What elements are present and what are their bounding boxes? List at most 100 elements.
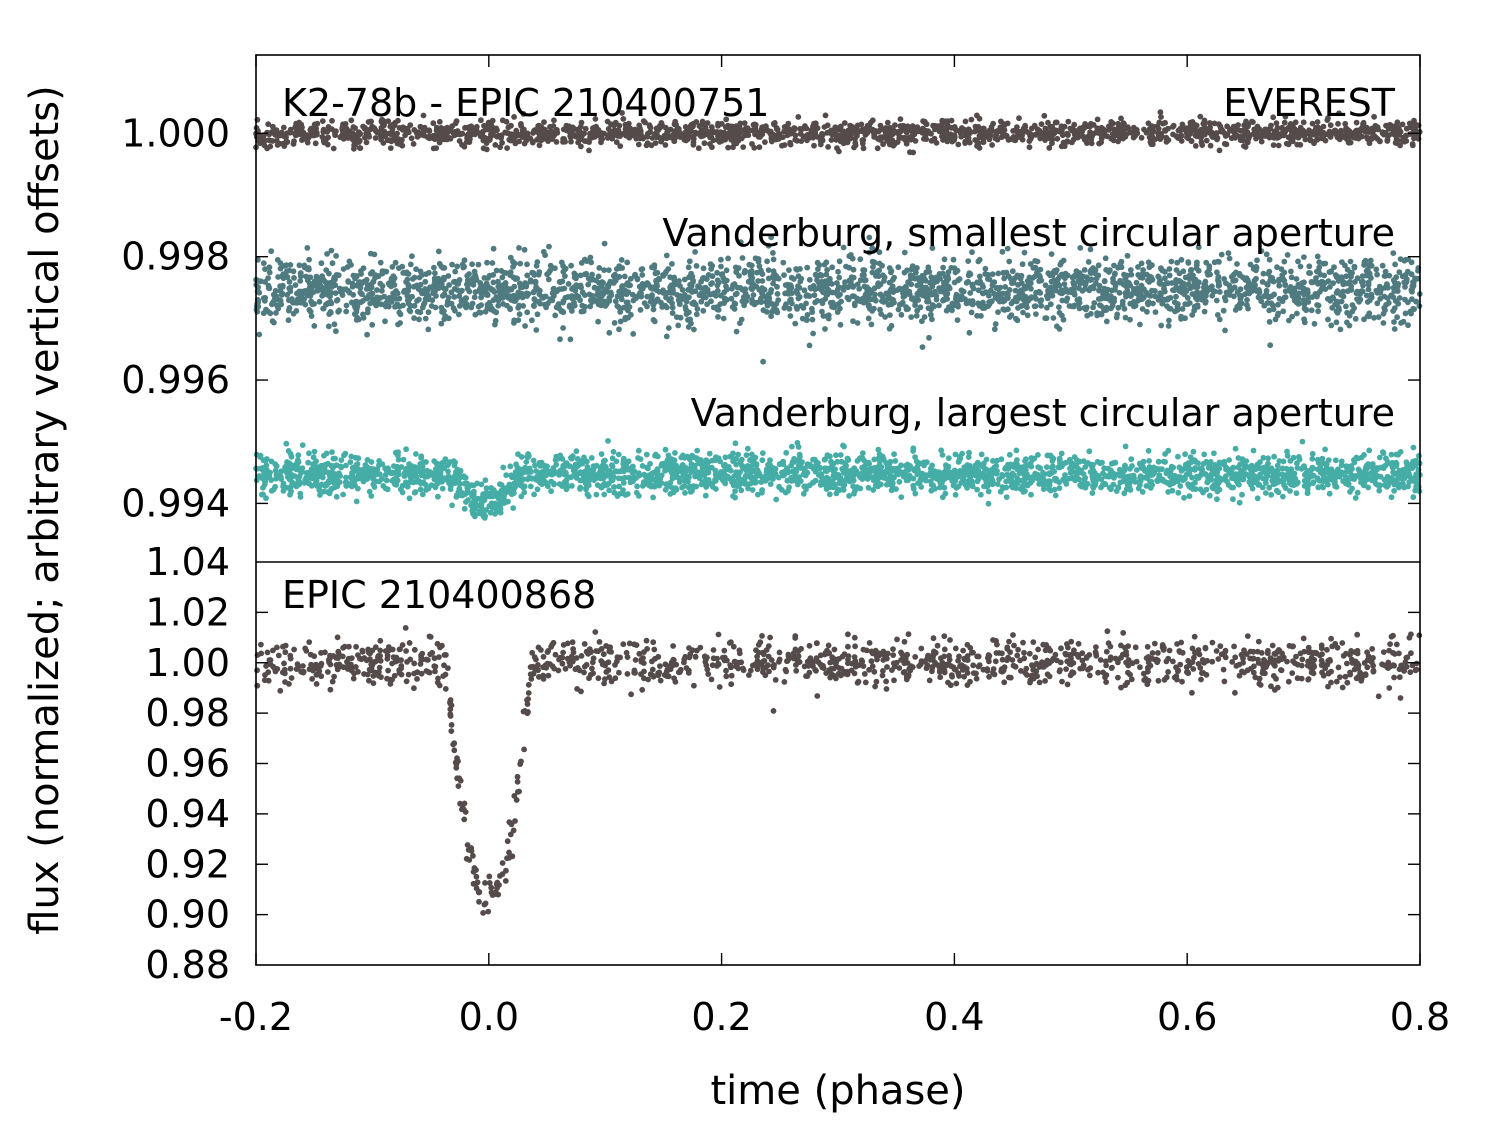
data-point	[1042, 282, 1049, 289]
data-point	[546, 269, 552, 276]
data-point	[768, 138, 775, 145]
data-point	[696, 283, 702, 290]
data-point	[954, 317, 961, 323]
data-point	[1187, 267, 1194, 274]
data-point	[625, 314, 631, 321]
data-point	[369, 321, 376, 328]
data-point	[804, 264, 811, 271]
data-point	[922, 277, 929, 284]
data-point	[836, 258, 843, 265]
data-point	[648, 142, 655, 149]
data-point	[750, 292, 757, 298]
data-point	[286, 285, 293, 292]
data-point	[933, 292, 940, 299]
data-point	[1138, 134, 1145, 141]
data-point	[524, 272, 531, 279]
data-point	[950, 256, 957, 263]
data-point	[1081, 267, 1088, 273]
data-point	[388, 138, 395, 145]
data-point	[1158, 322, 1165, 329]
data-point	[704, 301, 710, 308]
data-point	[926, 334, 932, 341]
data-point	[993, 132, 1000, 138]
data-point	[381, 121, 387, 128]
data-point	[1403, 125, 1410, 132]
data-point	[1250, 119, 1256, 125]
data-point	[1403, 138, 1410, 144]
data-point	[803, 133, 810, 140]
data-point	[486, 299, 493, 306]
data-point	[1074, 270, 1081, 277]
data-point	[1203, 137, 1210, 144]
data-point	[545, 276, 552, 283]
data-point	[560, 136, 566, 142]
data-point	[1008, 312, 1015, 319]
data-point	[1354, 489, 1361, 496]
data-point	[1324, 296, 1331, 302]
data-point	[279, 282, 286, 289]
data-point	[1327, 134, 1334, 140]
data-point	[1175, 301, 1181, 307]
data-point	[815, 266, 821, 273]
data-point	[1146, 126, 1153, 132]
data-point	[1056, 128, 1063, 135]
data-point	[857, 256, 864, 263]
data-point	[1215, 274, 1222, 281]
data-point	[1141, 126, 1147, 133]
data-point	[1215, 258, 1221, 265]
data-point	[1387, 121, 1393, 128]
data-point	[803, 300, 809, 307]
data-point	[966, 127, 973, 134]
data-point	[1080, 273, 1086, 280]
data-point	[329, 284, 335, 290]
data-point	[1325, 316, 1331, 323]
data-point	[1082, 121, 1088, 127]
data-point	[707, 261, 714, 267]
data-point	[319, 292, 325, 299]
data-point	[734, 284, 741, 291]
data-point	[1308, 307, 1315, 314]
data-point	[503, 118, 510, 125]
data-point	[812, 121, 819, 128]
data-point	[983, 289, 989, 296]
data-point	[433, 284, 440, 291]
data-point	[284, 268, 290, 275]
data-point	[1112, 270, 1118, 277]
data-point	[818, 278, 825, 285]
data-point	[783, 301, 789, 307]
data-point	[1009, 268, 1016, 275]
data-point	[285, 307, 292, 314]
data-point	[1165, 295, 1171, 302]
data-point	[582, 125, 589, 132]
data-point	[1031, 122, 1038, 129]
data-point	[919, 318, 925, 325]
data-point	[1275, 142, 1282, 149]
data-point	[1285, 141, 1292, 148]
data-point	[449, 261, 455, 268]
data-point	[940, 264, 946, 271]
data-point	[451, 279, 457, 285]
data-point	[1334, 299, 1341, 306]
data-point	[1204, 269, 1211, 276]
data-point	[313, 273, 320, 280]
data-point	[923, 121, 930, 128]
data-point	[601, 130, 608, 137]
data-point	[504, 145, 510, 152]
data-point	[1019, 291, 1026, 297]
data-point	[720, 315, 727, 322]
data-point	[1041, 112, 1048, 119]
data-point	[1166, 305, 1173, 312]
data-point	[819, 300, 826, 307]
data-point	[714, 306, 721, 313]
data-point	[595, 318, 601, 325]
data-point	[530, 457, 537, 464]
data-point	[811, 142, 817, 149]
data-point	[1194, 280, 1201, 287]
data-point	[300, 136, 307, 142]
data-point	[601, 240, 608, 247]
data-point	[982, 271, 989, 277]
data-point	[550, 290, 557, 297]
data-point	[1138, 260, 1145, 267]
data-point	[760, 358, 766, 365]
data-point	[565, 294, 571, 300]
